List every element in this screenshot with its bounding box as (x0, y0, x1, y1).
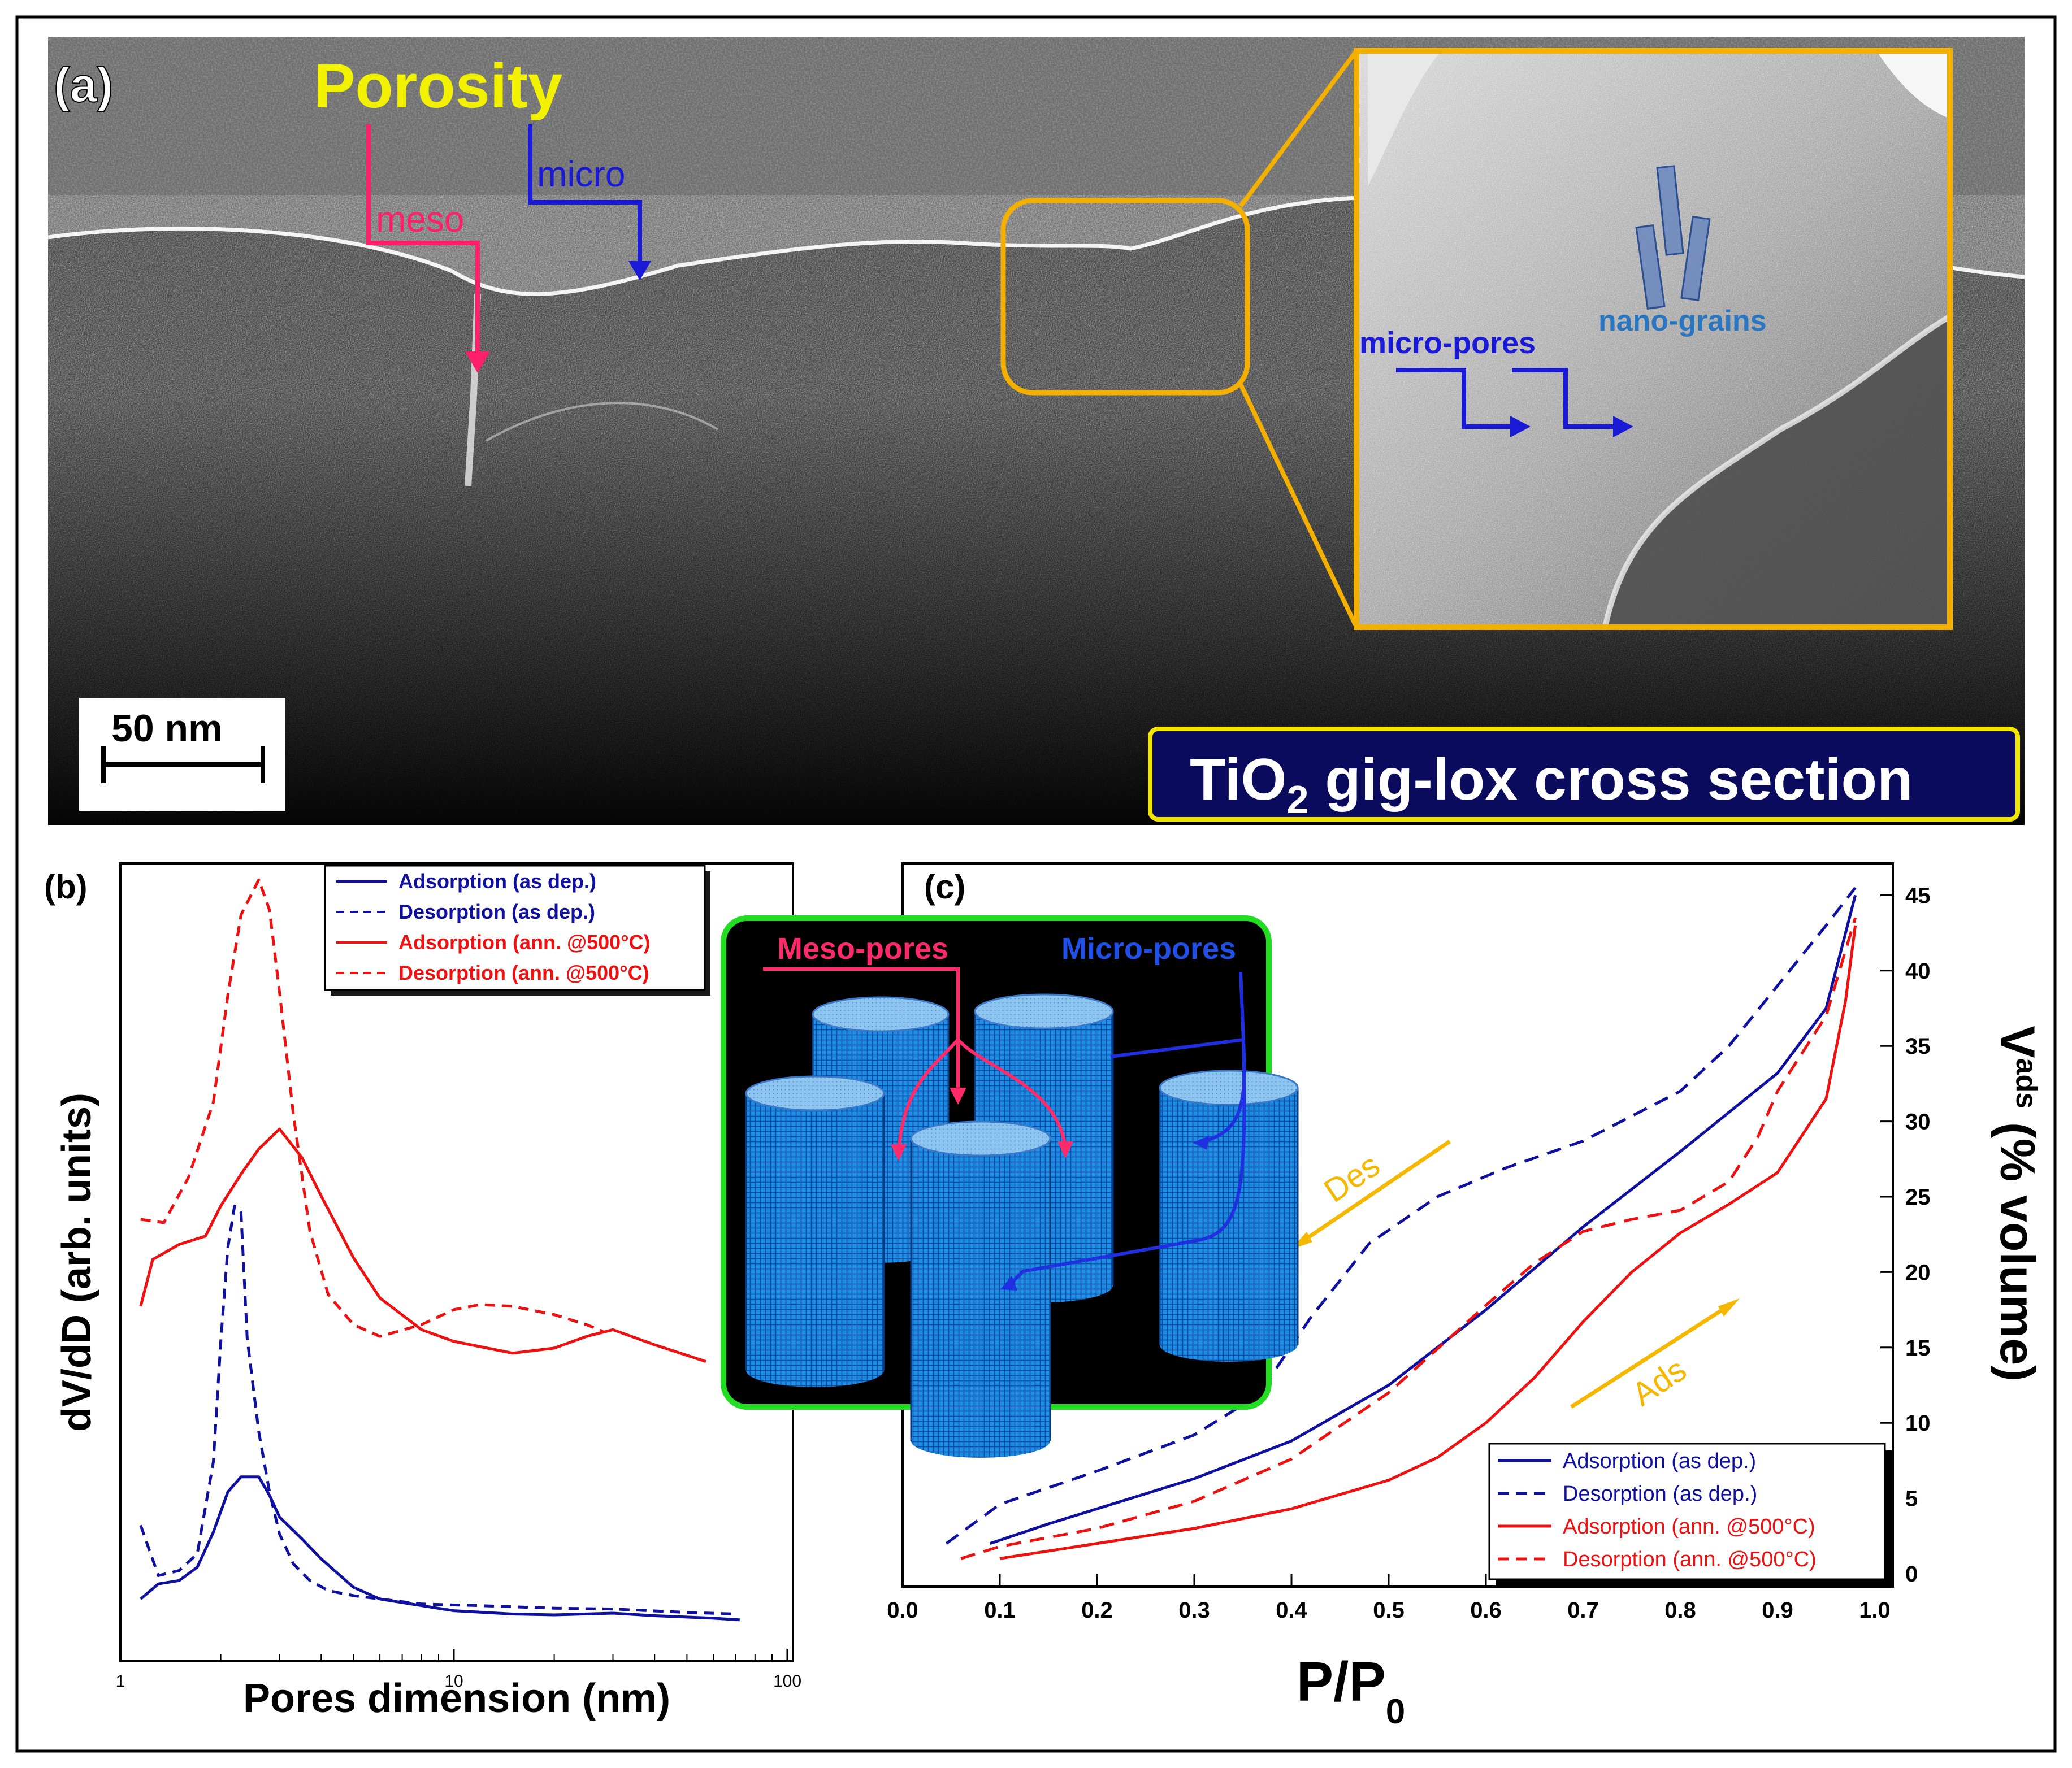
panel-b-label: (b) (44, 868, 88, 906)
inset-meso-label: Meso-pores (777, 932, 948, 966)
panel-c-ytick-label: 5 (1905, 1487, 1918, 1511)
inset-micro-arrow (1010, 971, 1246, 1284)
caption-text: TiO2 gig-lox cross section (1190, 747, 1913, 822)
tem-inset: nano-grains micro-pores (1354, 48, 1953, 630)
pore-cylinders (745, 993, 1299, 1458)
panel-b-xlabel: Pores dimension (nm) (243, 1676, 670, 1721)
panel-c-legend-entry: Adsorption (ann. @500°C) (1563, 1515, 1815, 1539)
micro-label: micro (537, 154, 625, 194)
panel-b: (b) 1 10 100 Pores dimension (nm) dV/dD (a… (44, 862, 801, 1721)
nano-grain-icons (1635, 165, 1711, 310)
panel-c-xtick-label: 0.3 (1178, 1598, 1210, 1623)
panel-c-legend-entry: Desorption (as dep.) (1563, 1482, 1757, 1506)
micro-arrow (528, 124, 642, 264)
zoom-connector-bottom (1238, 383, 1359, 628)
panel-b-xtick-label: 10 (444, 1672, 463, 1691)
panel-c-xtick-label: 0.1 (984, 1598, 1016, 1623)
pore-cylinder-top (812, 996, 950, 1032)
pore-cylinder-bottom (746, 1353, 884, 1387)
panel-a-label: (a) (54, 58, 113, 112)
pore-model-inset: Meso-pores Micro-pores (721, 915, 1299, 1458)
panel-c-xtick-label: 0.5 (1373, 1598, 1405, 1623)
panel-b-legend-entry: Adsorption (as dep.) (398, 870, 596, 893)
panel-c-xtick-label: 0.7 (1567, 1598, 1599, 1623)
panel-b-series-1 (140, 1475, 740, 1622)
caption-box (1148, 727, 2020, 822)
panel-c-series (945, 887, 1857, 1560)
porosity-title: Porosity (314, 51, 562, 121)
inset-micro-pore-arrow-2 (1512, 368, 1616, 429)
panel-c-ytick-label: 30 (1905, 1110, 1931, 1135)
inset-micro-label: Micro-pores (1061, 932, 1236, 966)
panel-c-ytick-label: 0 (1905, 1562, 1918, 1587)
panel-b-legend-entry: Desorption (ann. @500°C) (398, 961, 649, 984)
pore-cylinder (911, 1139, 1050, 1441)
panel-c-ytick-label: 10 (1905, 1411, 1931, 1436)
meso-label: meso (376, 199, 465, 240)
panel-c-xtick-label: 0.6 (1470, 1598, 1502, 1623)
panel-c-xlabel: P/P0 (1297, 1650, 1405, 1731)
panel-c-ytick-label: 15 (1905, 1336, 1931, 1361)
panel-c-ytick-label: 40 (1905, 959, 1931, 984)
panel-b-legend-entry: Adsorption (ann. @500°C) (398, 931, 651, 954)
figure-border (15, 15, 2057, 1753)
panel-c-ytick-label: 45 (1905, 883, 1931, 908)
scale-bar: 50 nm (79, 698, 285, 811)
pore-cylinder (746, 1093, 884, 1370)
panel-c-xtick-label: 0.9 (1762, 1598, 1793, 1623)
panel-c-xtick-label: 0.4 (1276, 1598, 1307, 1623)
panel-b-ticks: 1 10 100 (116, 1649, 801, 1691)
panel-b-xtick-label: 1 (116, 1672, 125, 1691)
panel-c-series-3 (999, 925, 1857, 1560)
pore-cylinder-top (1159, 1070, 1299, 1106)
panel-c-ytick-label: 35 (1905, 1034, 1931, 1059)
panel-b-xtick-label: 100 (773, 1672, 801, 1691)
panel-c-ticks: 0.0 0.1 0.2 0.3 0.4 0.5 0.6 0.7 0.8 0.9 1.0 0 5 10 15 2… (887, 883, 1930, 1623)
panel-c-ytick-label: 25 (1905, 1185, 1931, 1210)
panel-c-series-4 (960, 917, 1857, 1560)
inset-border (1354, 48, 1953, 630)
panel-c-ytick-label: 20 (1905, 1260, 1931, 1285)
inset-micro-pores-label: micro-pores (1359, 326, 1536, 360)
panel-b-series-3 (139, 1127, 706, 1363)
panel-b-axes (119, 862, 794, 1662)
pore-cylinder-bottom (1160, 1328, 1298, 1362)
pore-cylinder-top (910, 1120, 1051, 1157)
zoom-region-box (1000, 198, 1250, 396)
pore-cylinder-top (745, 1075, 885, 1111)
panel-c-label: (c) (924, 868, 965, 906)
inset-meso-arrow (763, 967, 1067, 1150)
panel-b-ylabel: dV/dD (arb. units) (54, 1093, 99, 1432)
pore-cylinder-top (974, 993, 1114, 1029)
panel-c-xtick-label: 1.0 (1859, 1598, 1891, 1623)
meso-arrowhead (465, 351, 490, 373)
panel-b-legend: Adsorption (as dep.) Desorption (as dep.)… (324, 865, 710, 996)
panel-c-xtick-label: 0.2 (1081, 1598, 1113, 1623)
scale-bar-label: 50 nm (111, 707, 223, 750)
panel-c-legend-entry: Desorption (ann. @500°C) (1563, 1548, 1817, 1571)
inset-micro-pore-arrow-1 (1396, 368, 1514, 429)
panel-b-legend-entry: Desorption (as dep.) (398, 900, 595, 923)
panel-c-xtick-label: 0.8 (1664, 1598, 1696, 1623)
panel-b-series-2 (139, 1204, 736, 1615)
pore-cylinder-bottom (911, 1424, 1050, 1458)
inset-nano-grains-label: nano-grains (1598, 305, 1767, 337)
panel-c-legend-entry: Adsorption (as dep.) (1563, 1449, 1756, 1473)
panel-c-series-2 (945, 887, 1857, 1545)
pore-cylinder (1160, 1088, 1298, 1345)
panel-b-series-4 (140, 878, 604, 1338)
zoom-connector-top (1238, 49, 1359, 208)
panel-c-legend: Adsorption (as dep.) Desorption (as dep.)… (1488, 1443, 1892, 1586)
micro-arrowhead (628, 261, 651, 280)
panel-c-ylabel: Vads (% volume) (1990, 1026, 2044, 1382)
panel-c-xtick-label: 0.0 (887, 1598, 918, 1623)
panel-b-series (139, 878, 740, 1622)
meso-arrow (366, 124, 480, 355)
